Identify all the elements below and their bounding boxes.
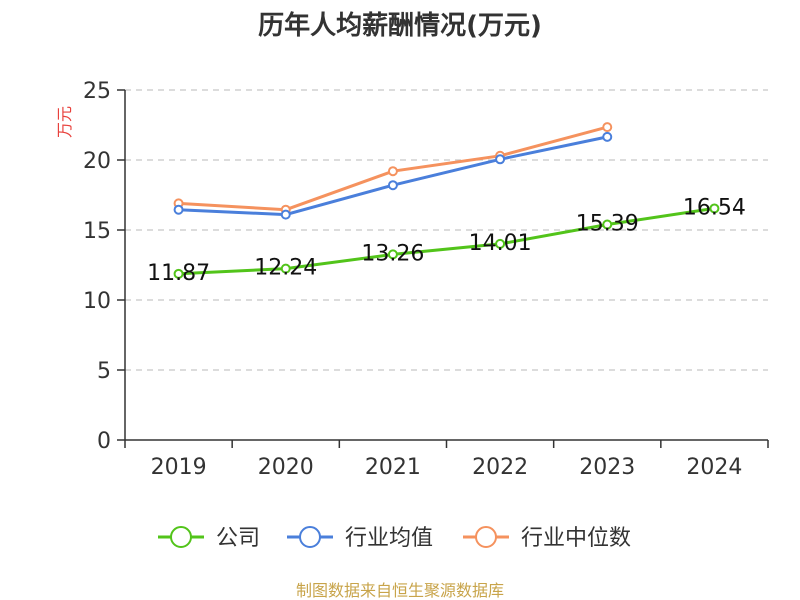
- y-axis-label: 万元: [55, 106, 74, 138]
- x-tick-label: 2020: [258, 455, 314, 480]
- data-point: [709, 203, 720, 214]
- y-tick-label: 10: [83, 289, 111, 314]
- series-line: [178, 206, 715, 276]
- legend-marker: [170, 526, 192, 548]
- legend-label: 行业中位数: [521, 526, 631, 551]
- x-tick-label: 2022: [472, 455, 528, 480]
- data-label: 14.01: [469, 231, 532, 256]
- x-tick-label: 2024: [686, 455, 742, 480]
- y-tick-label: 5: [97, 359, 111, 384]
- legend-marker: [299, 526, 321, 548]
- data-label: 16.54: [683, 195, 746, 220]
- x-tick-label: 2019: [151, 455, 207, 480]
- data-point: [173, 268, 184, 279]
- data-label: 12.24: [254, 256, 317, 281]
- legend-marker: [475, 526, 497, 548]
- y-tick-label: 0: [97, 429, 111, 454]
- legend: 公司 行业均值 行业中位数: [158, 526, 631, 551]
- chart-title: 历年人均薪酬情况(万元): [258, 10, 542, 41]
- grid-lines: [125, 89, 768, 371]
- data-label: 11.87: [147, 261, 210, 286]
- data-point: [280, 209, 291, 220]
- y-tick-label: 20: [83, 149, 111, 174]
- data-point: [495, 238, 506, 249]
- x-tick-label: 2021: [365, 455, 421, 480]
- axes: 0 5 10 15 20 25 2019 2020 2021 2022 2023 2024: [83, 79, 769, 480]
- data-point: [280, 263, 291, 274]
- data-label: 13.26: [361, 241, 424, 266]
- source-footer: 制图数据来自恒生聚源数据库: [296, 581, 504, 600]
- data-point: [387, 180, 398, 191]
- legend-label: 公司: [216, 526, 260, 551]
- data-point: [173, 204, 184, 215]
- data-point: [602, 219, 613, 230]
- data-point: [602, 131, 613, 142]
- legend-label: 行业均值: [345, 526, 433, 551]
- series-layer: 11.87 12.24 13.26 14.01 15.39 16.54: [147, 122, 746, 286]
- x-tick-label: 2023: [579, 455, 635, 480]
- data-point: [387, 249, 398, 260]
- y-tick-label: 25: [83, 79, 111, 104]
- data-point: [495, 154, 506, 165]
- data-point: [602, 122, 613, 133]
- data-label: 15.39: [576, 212, 639, 237]
- data-point: [387, 166, 398, 177]
- y-tick-label: 15: [83, 219, 111, 244]
